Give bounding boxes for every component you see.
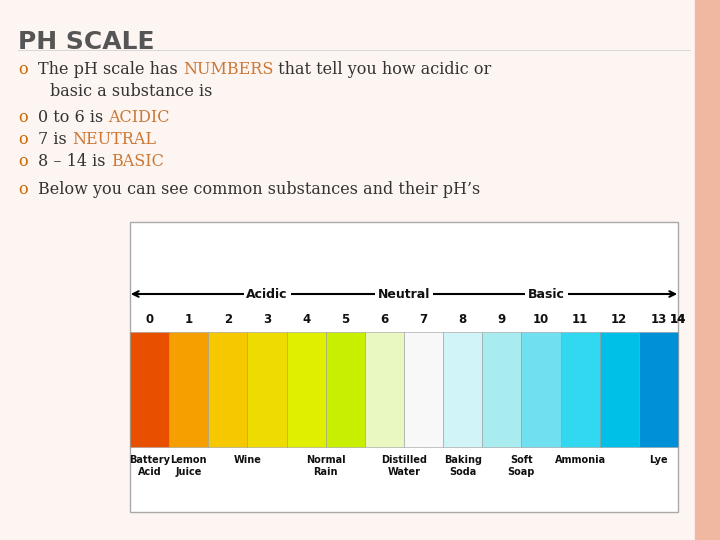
Text: o: o [18, 110, 27, 126]
Text: 7 is: 7 is [38, 132, 72, 148]
Text: 9: 9 [498, 313, 506, 326]
Bar [130, 332, 169, 447]
Bar [208, 332, 248, 447]
Text: Below you can see common substances and their pH’s: Below you can see common substances and … [38, 181, 480, 199]
Text: 13: 13 [650, 313, 667, 326]
Text: o: o [18, 132, 27, 148]
Text: Acidic: Acidic [246, 287, 288, 300]
Text: 2: 2 [224, 313, 232, 326]
Text: NEUTRAL: NEUTRAL [72, 132, 156, 148]
Bar [443, 332, 482, 447]
Text: 14: 14 [670, 313, 686, 326]
Bar [639, 332, 678, 447]
Bar [248, 332, 287, 447]
Text: Ammonia: Ammonia [554, 455, 606, 465]
Text: Normal
Rain: Normal Rain [306, 455, 346, 477]
Text: PH SCALE: PH SCALE [18, 30, 155, 54]
Bar [404, 332, 443, 447]
Bar [287, 332, 325, 447]
Text: 4: 4 [302, 313, 310, 326]
Text: Distilled
Water: Distilled Water [381, 455, 427, 477]
Text: 0 to 6 is: 0 to 6 is [38, 110, 109, 126]
Text: NUMBERS: NUMBERS [183, 62, 274, 78]
Bar [561, 332, 600, 447]
Bar [325, 332, 365, 447]
Text: that tell you how acidic or: that tell you how acidic or [274, 62, 492, 78]
Text: 8: 8 [459, 313, 467, 326]
Text: 7: 7 [420, 313, 428, 326]
Text: 8 – 14 is: 8 – 14 is [38, 153, 111, 171]
Text: 5: 5 [341, 313, 349, 326]
Text: 11: 11 [572, 313, 588, 326]
Text: Baking
Soda: Baking Soda [444, 455, 482, 477]
Bar [482, 332, 521, 447]
Bar [365, 332, 404, 447]
Text: 0: 0 [145, 313, 153, 326]
Bar [521, 332, 561, 447]
Text: 14: 14 [670, 313, 686, 326]
Text: 12: 12 [611, 313, 627, 326]
Text: 1: 1 [184, 313, 193, 326]
Text: 10: 10 [533, 313, 549, 326]
Text: Soft
Soap: Soft Soap [508, 455, 535, 477]
Text: o: o [18, 153, 27, 171]
Text: basic a substance is: basic a substance is [50, 84, 212, 100]
Bar [695, 0, 720, 540]
Bar [169, 332, 208, 447]
Text: 6: 6 [380, 313, 389, 326]
Text: Lye: Lye [649, 455, 667, 465]
Text: Wine: Wine [233, 455, 261, 465]
Text: BASIC: BASIC [111, 153, 163, 171]
Text: Basic: Basic [528, 287, 565, 300]
Text: The pH scale has: The pH scale has [38, 62, 183, 78]
Text: ACIDIC: ACIDIC [109, 110, 170, 126]
Text: o: o [18, 62, 27, 78]
Text: 3: 3 [263, 313, 271, 326]
Text: Lemon
Juice: Lemon Juice [171, 455, 207, 477]
Text: o: o [18, 181, 27, 199]
Text: Neutral: Neutral [378, 287, 430, 300]
Bar [600, 332, 639, 447]
Bar [130, 222, 678, 512]
Text: Battery
Acid: Battery Acid [129, 455, 170, 477]
